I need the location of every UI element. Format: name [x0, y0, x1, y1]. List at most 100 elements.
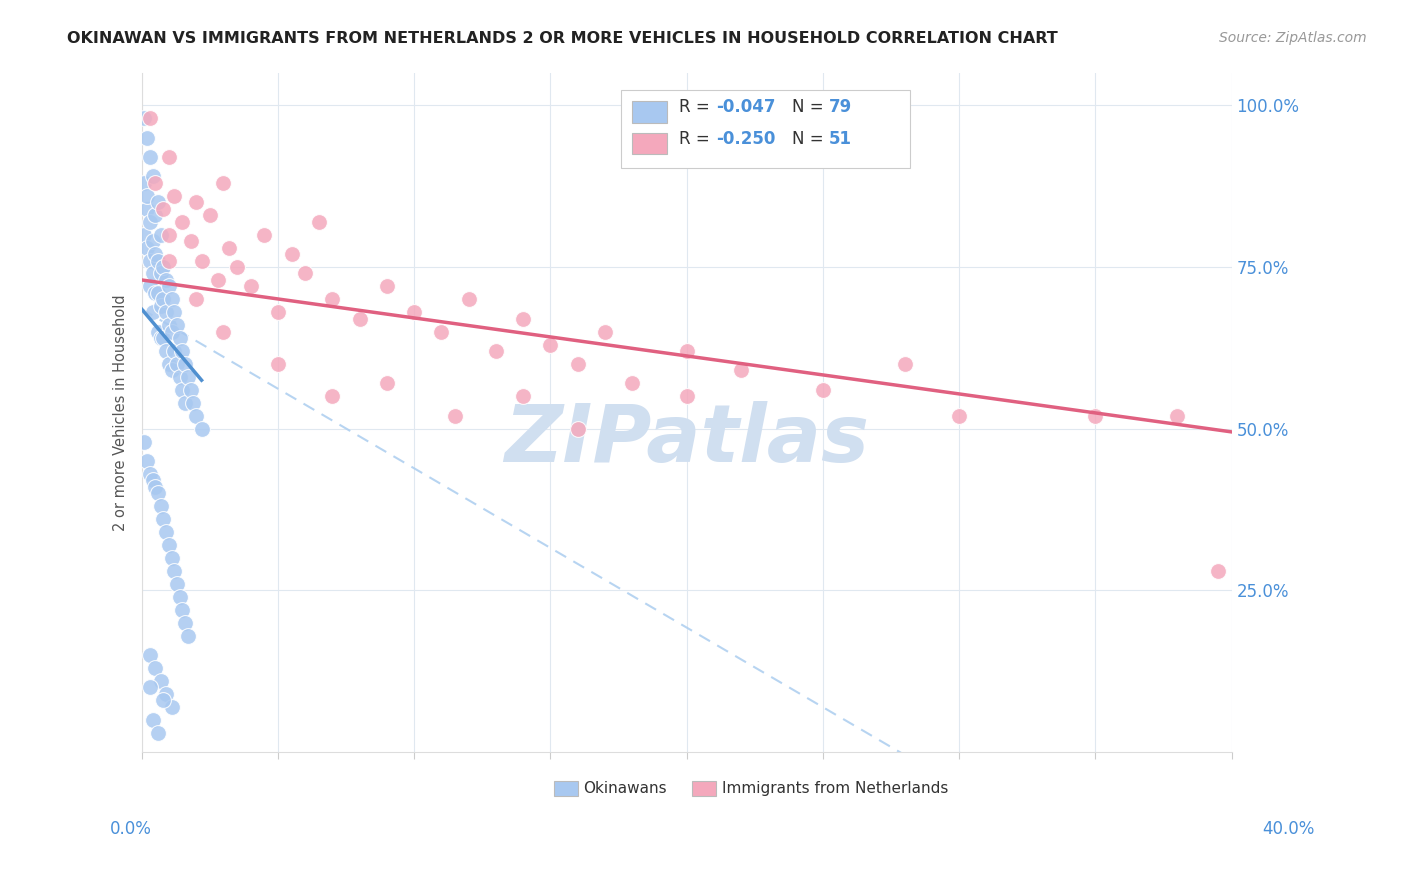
Point: [169, 590, 191, 604]
Point: [190, 422, 212, 436]
Point: [143, 176, 166, 190]
Point: [163, 189, 186, 203]
Point: [1166, 409, 1188, 423]
Point: [321, 293, 343, 307]
Point: [143, 661, 166, 675]
Text: R =: R =: [679, 98, 716, 116]
Point: [172, 603, 194, 617]
Point: [155, 344, 177, 359]
Point: [567, 422, 589, 436]
Point: [139, 279, 162, 293]
Point: [430, 325, 453, 339]
Point: [143, 285, 166, 300]
Point: [143, 247, 166, 261]
Text: N =: N =: [793, 130, 830, 148]
Point: [190, 253, 212, 268]
Point: [267, 305, 290, 319]
Point: [157, 357, 180, 371]
Point: [136, 202, 159, 216]
Point: [149, 227, 172, 242]
Point: [174, 357, 197, 371]
Point: [184, 409, 207, 423]
Point: [174, 396, 197, 410]
Point: [146, 285, 169, 300]
Point: [146, 486, 169, 500]
Point: [146, 253, 169, 268]
Point: [152, 260, 174, 274]
Point: [155, 305, 177, 319]
Point: [141, 305, 163, 319]
Point: [139, 681, 162, 695]
Point: [280, 247, 302, 261]
Point: [444, 409, 467, 423]
Point: [141, 713, 163, 727]
Point: [157, 150, 180, 164]
Point: [308, 215, 330, 229]
Point: [146, 325, 169, 339]
Point: [404, 305, 426, 319]
Point: [172, 383, 194, 397]
Point: [174, 615, 197, 630]
Point: [1084, 409, 1107, 423]
Text: -0.250: -0.250: [716, 130, 776, 148]
Point: [184, 293, 207, 307]
Text: Immigrants from Netherlands: Immigrants from Netherlands: [721, 781, 948, 797]
Point: [141, 474, 163, 488]
Text: ZIPatlas: ZIPatlas: [505, 401, 869, 479]
Point: [139, 112, 162, 126]
Point: [166, 357, 188, 371]
Point: [375, 279, 398, 293]
Point: [139, 467, 162, 481]
Point: [177, 370, 200, 384]
Text: 51: 51: [828, 130, 852, 148]
Point: [239, 279, 262, 293]
Point: [143, 208, 166, 222]
Point: [152, 331, 174, 345]
Point: [155, 273, 177, 287]
Point: [166, 577, 188, 591]
Bar: [633, 133, 666, 154]
Point: [226, 260, 249, 274]
Point: [593, 325, 616, 339]
Point: [136, 241, 159, 255]
Point: [485, 344, 508, 359]
Point: [163, 344, 186, 359]
Text: R =: R =: [679, 130, 716, 148]
Point: [141, 267, 163, 281]
Point: [157, 253, 180, 268]
Point: [675, 344, 697, 359]
Point: [157, 318, 180, 333]
Point: [675, 389, 697, 403]
Point: [349, 311, 371, 326]
Point: [141, 234, 163, 248]
Text: N =: N =: [793, 98, 830, 116]
Point: [169, 370, 191, 384]
Point: [160, 699, 183, 714]
Point: [567, 357, 589, 371]
Text: -0.047: -0.047: [716, 98, 776, 116]
Point: [160, 325, 183, 339]
Point: [134, 176, 156, 190]
Point: [136, 454, 159, 468]
Point: [152, 202, 174, 216]
Point: [512, 389, 534, 403]
Text: 40.0%: 40.0%: [1263, 820, 1315, 838]
Point: [149, 267, 172, 281]
Point: [139, 150, 162, 164]
Text: 79: 79: [828, 98, 852, 116]
Point: [160, 293, 183, 307]
Bar: [692, 781, 716, 797]
Point: [253, 227, 276, 242]
Point: [172, 215, 194, 229]
Point: [139, 215, 162, 229]
Point: [948, 409, 970, 423]
Point: [183, 396, 205, 410]
Y-axis label: 2 or more Vehicles in Household: 2 or more Vehicles in Household: [114, 294, 128, 531]
Point: [134, 227, 156, 242]
Point: [212, 325, 235, 339]
Point: [163, 305, 186, 319]
Point: [152, 293, 174, 307]
Point: [149, 673, 172, 688]
Point: [152, 512, 174, 526]
Point: [152, 693, 174, 707]
